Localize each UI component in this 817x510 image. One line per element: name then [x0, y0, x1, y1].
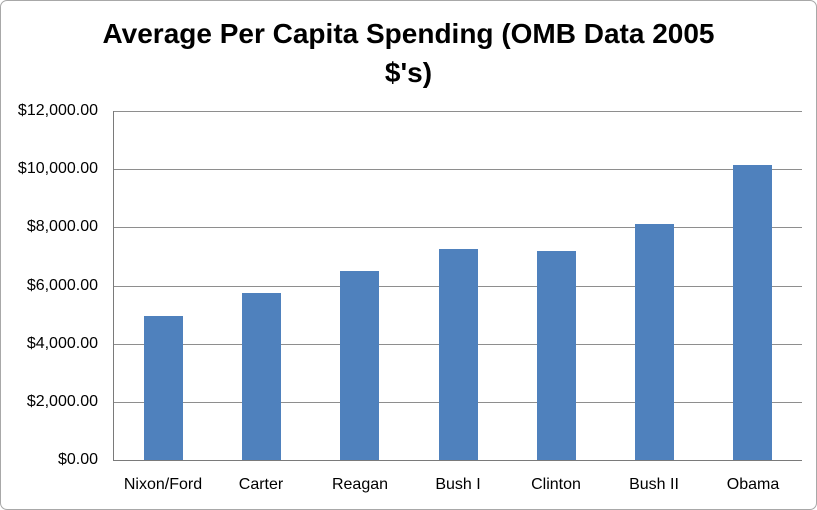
gridline-10000: [114, 169, 802, 170]
x-axis-label: Reagan: [331, 476, 389, 493]
y-axis-label: $12,000.00: [17, 102, 98, 119]
y-axis-label: $10,000.00: [17, 160, 98, 177]
y-axis-line: [113, 111, 114, 461]
bar-clinton: [537, 251, 576, 460]
bar-reagan: [340, 271, 379, 460]
x-axis-label: Nixon/Ford: [123, 476, 203, 493]
x-axis-label: Obama: [726, 476, 780, 493]
x-axis-label: Clinton: [531, 476, 581, 493]
y-axis-label: $4,000.00: [26, 335, 98, 352]
x-axis-label: Carter: [238, 476, 284, 493]
gridline-0: [114, 460, 802, 461]
gridline-12000: [114, 111, 802, 112]
x-axis-label: Bush II: [629, 476, 679, 493]
bar-nixon-ford: [144, 316, 183, 460]
bar-carter: [242, 293, 281, 460]
gridline-8000: [114, 227, 802, 228]
bar-bush-ii: [635, 224, 674, 460]
chart-title-line-1: Average Per Capita Spending (OMB Data 20…: [102, 18, 715, 49]
y-axis-label: $8,000.00: [26, 218, 98, 235]
chart-title-line-2: $'s): [384, 57, 433, 88]
y-axis-label: $0.00: [57, 451, 98, 468]
bar-bush-i: [439, 249, 478, 460]
chart-title: Average Per Capita Spending (OMB Data 20…: [1, 14, 816, 92]
bar-obama: [733, 165, 772, 460]
y-axis-label: $6,000.00: [26, 277, 98, 294]
x-axis-label: Bush I: [435, 476, 481, 493]
y-axis-label: $2,000.00: [26, 393, 98, 410]
